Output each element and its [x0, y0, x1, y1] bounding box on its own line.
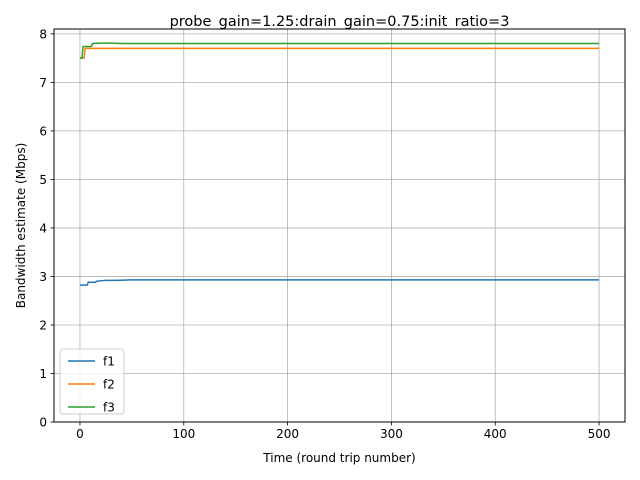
- chart-title: probe_gain=1.25:drain_gain=0.75:init_rat…: [170, 14, 510, 30]
- legend: f1 f2 f3: [59, 348, 125, 415]
- x-tick-label: 0: [76, 427, 84, 441]
- y-tick-label: 6: [39, 124, 47, 138]
- x-tick-label: 100: [172, 427, 195, 441]
- legend-label-f1: f1: [103, 355, 115, 369]
- series-line-f2: [79, 47, 600, 59]
- x-tick-label: 400: [484, 427, 507, 441]
- tick-layer: 0 100 200 300 400 500 0 1 2 3 4 5 6 7 8: [39, 27, 610, 441]
- x-tick-label: 200: [276, 427, 299, 441]
- x-axis-label: Time (round trip number): [262, 451, 415, 465]
- plot-frame: [53, 28, 626, 423]
- y-tick-label: 3: [39, 270, 47, 284]
- y-tick-label: 2: [39, 318, 47, 332]
- x-tick-label: 300: [380, 427, 403, 441]
- legend-label-f3: f3: [103, 401, 115, 415]
- y-tick-label: 4: [39, 221, 47, 235]
- legend-box: [59, 348, 125, 415]
- y-tick-label: 1: [39, 367, 47, 381]
- y-tick-label: 0: [39, 416, 47, 430]
- grid-layer: [54, 29, 625, 423]
- series-line-f3: [79, 42, 600, 59]
- y-tick-label: 8: [39, 27, 47, 41]
- y-tick-label: 7: [39, 76, 47, 90]
- series-line-f1: [79, 279, 600, 286]
- legend-label-f2: f2: [103, 378, 115, 392]
- x-tick-label: 500: [588, 427, 611, 441]
- y-axis-label: Bandwidth estimate (Mbps): [14, 143, 28, 309]
- series-layer: [79, 42, 600, 286]
- y-tick-label: 5: [39, 173, 47, 187]
